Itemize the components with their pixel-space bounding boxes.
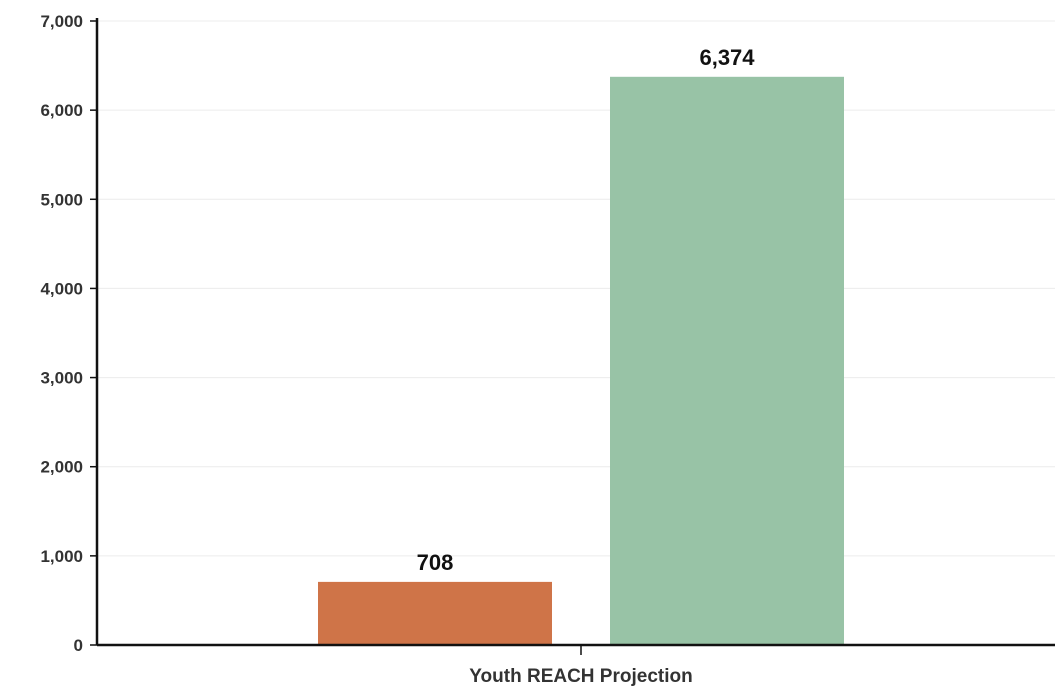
y-tick-label: 6,000 <box>40 101 83 120</box>
bar-value-label: 708 <box>417 550 454 575</box>
y-ticks: 0 1,000 2,000 3,000 4,000 5,000 6,000 7,000 <box>40 12 97 655</box>
bar-value-label: 6,374 <box>699 45 755 70</box>
y-tick-label: 0 <box>74 636 83 655</box>
y-tick-label: 7,000 <box>40 12 83 31</box>
y-tick-label: 2,000 <box>40 458 83 477</box>
y-tick-label: 5,000 <box>40 190 83 209</box>
y-tick-label: 3,000 <box>40 369 83 388</box>
gridlines <box>97 20 1055 557</box>
y-tick-label: 4,000 <box>40 279 83 298</box>
bars <box>318 76 844 646</box>
bar <box>318 581 552 645</box>
data-labels: 708 6,374 <box>417 45 756 575</box>
bar <box>610 76 844 646</box>
x-category-label: Youth REACH Projection <box>469 666 692 687</box>
y-tick-label: 1,000 <box>40 547 83 566</box>
axes: Youth REACH Projection <box>95 18 1055 687</box>
